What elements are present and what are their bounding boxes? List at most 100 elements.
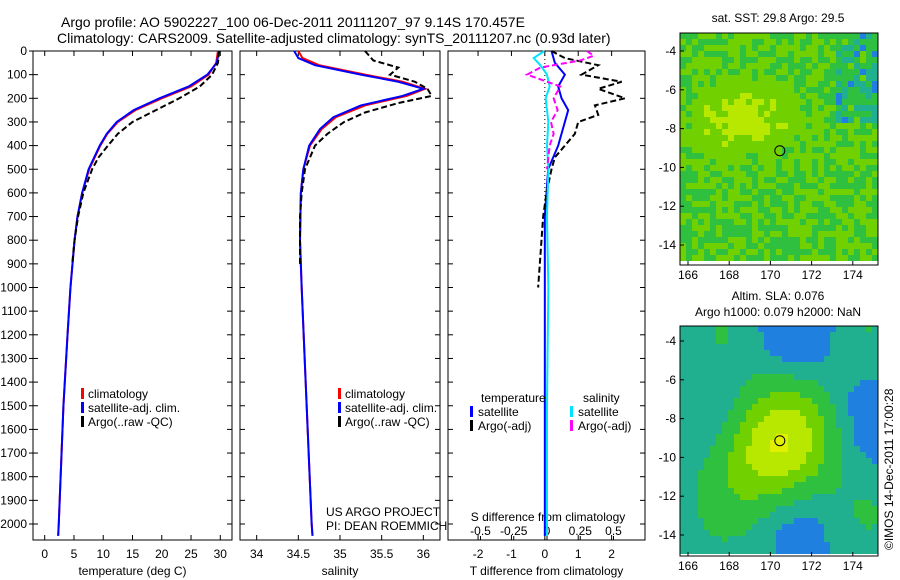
map-cell (740, 183, 746, 189)
map-cell (764, 548, 770, 554)
map-cell (680, 332, 686, 338)
map-cell (842, 392, 848, 398)
map-cell (740, 237, 746, 243)
map-cell (686, 201, 692, 207)
map-cell (752, 494, 758, 500)
map-cell (812, 470, 818, 476)
map-cell (680, 356, 686, 362)
map-cell (692, 135, 698, 141)
map-cell (752, 75, 758, 81)
map-cell (872, 135, 878, 141)
map-cell (734, 452, 740, 458)
map-cell (692, 374, 698, 380)
map-cell (704, 374, 710, 380)
map-cell (812, 93, 818, 99)
y-tick-label: 800 (7, 233, 27, 247)
map-cell (698, 338, 704, 344)
map-cell (770, 416, 776, 422)
map-cell (836, 99, 842, 105)
map-cell (824, 476, 830, 482)
map-cell (836, 159, 842, 165)
map-cell (794, 326, 800, 332)
map-cell (842, 159, 848, 165)
map-cell (692, 386, 698, 392)
map-cell (740, 386, 746, 392)
map-cell (836, 524, 842, 530)
map-cell (854, 81, 860, 87)
map-cell (740, 458, 746, 464)
map-cell (842, 410, 848, 416)
map-cell (698, 428, 704, 434)
map-cell (806, 530, 812, 536)
map-cell (758, 482, 764, 488)
map-cell (752, 225, 758, 231)
map-cell (764, 225, 770, 231)
map-cell (800, 69, 806, 75)
series-line-t-argo-adj- (537, 50, 629, 288)
map-cell (746, 368, 752, 374)
map-cell (770, 129, 776, 135)
map-cell (824, 87, 830, 93)
map-cell (722, 159, 728, 165)
map-cell (842, 338, 848, 344)
map-cell (722, 243, 728, 249)
map-cell (740, 518, 746, 524)
map-cell (782, 458, 788, 464)
map-cell (680, 93, 686, 99)
map-cell (854, 183, 860, 189)
map-cell (776, 123, 782, 129)
map-cell (836, 542, 842, 548)
map-cell (722, 129, 728, 135)
map-cell (704, 105, 710, 111)
map-cell (752, 81, 758, 87)
map-cell (722, 404, 728, 410)
map-cell (770, 530, 776, 536)
map-cell (836, 141, 842, 147)
map-cell (722, 117, 728, 123)
map-cell (710, 225, 716, 231)
map-cell (728, 482, 734, 488)
map-cell (704, 225, 710, 231)
map-cell (872, 374, 878, 380)
map-cell (752, 458, 758, 464)
map-cell (752, 512, 758, 518)
map-y-tick-label: -6 (665, 83, 676, 97)
map-cell (752, 105, 758, 111)
map-cell (782, 500, 788, 506)
map-cell (680, 506, 686, 512)
map-cell (770, 326, 776, 332)
map-cell (758, 392, 764, 398)
y-tick-label: 700 (7, 210, 27, 224)
map-cell (782, 506, 788, 512)
map-cell (812, 452, 818, 458)
map-cell (776, 530, 782, 536)
map-cell (698, 404, 704, 410)
map-cell (872, 404, 878, 410)
map-cell (698, 536, 704, 542)
map-cell (842, 111, 848, 117)
map-cell (818, 45, 824, 51)
map-cell (722, 231, 728, 237)
map-cell (800, 237, 806, 243)
map-cell (818, 207, 824, 213)
map-cell (752, 416, 758, 422)
map-cell (734, 195, 740, 201)
map-cell (842, 81, 848, 87)
map-cell (830, 207, 836, 213)
map-cell (848, 45, 854, 51)
map-cell (734, 213, 740, 219)
map-cell (854, 255, 860, 261)
map-cell (686, 153, 692, 159)
map-cell (794, 440, 800, 446)
map-cell (800, 548, 806, 554)
map-cell (830, 500, 836, 506)
map-cell (776, 201, 782, 207)
map-cell (806, 422, 812, 428)
map-cell (740, 548, 746, 554)
map-cell (752, 183, 758, 189)
map-cell (830, 422, 836, 428)
map-cell (722, 207, 728, 213)
map-cell (740, 494, 746, 500)
map-cell (794, 368, 800, 374)
map-cell (752, 39, 758, 45)
